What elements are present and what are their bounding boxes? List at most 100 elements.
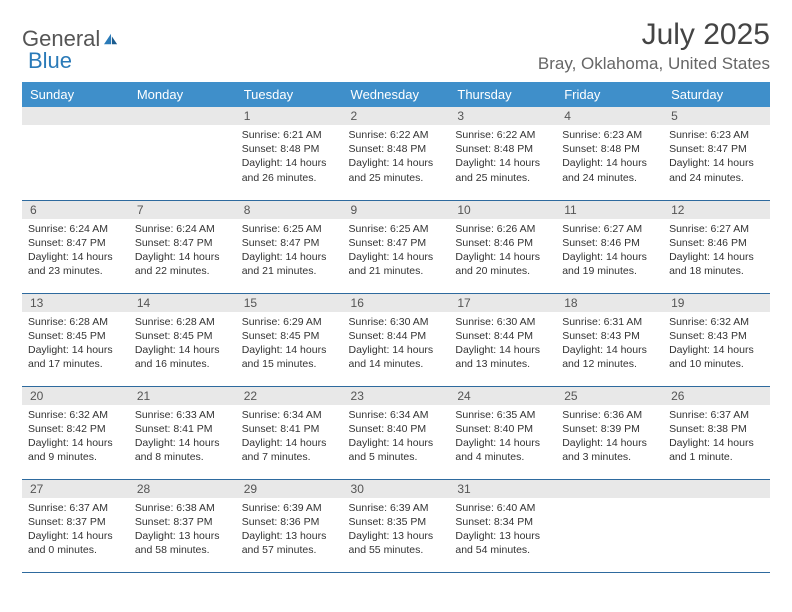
day-details: Sunrise: 6:38 AMSunset: 8:37 PMDaylight:… [129,498,236,562]
sunset-text: Sunset: 8:44 PM [349,329,444,343]
sunset-text: Sunset: 8:48 PM [562,142,657,156]
title-block: July 2025 Bray, Oklahoma, United States [538,18,770,74]
sunset-text: Sunset: 8:44 PM [455,329,550,343]
day-number: 27 [22,480,129,498]
daylight-text: Daylight: 14 hours and 4 minutes. [455,436,550,464]
daylight-text: Daylight: 14 hours and 18 minutes. [669,250,764,278]
daylight-text: Daylight: 14 hours and 13 minutes. [455,343,550,371]
calendar-cell: 26Sunrise: 6:37 AMSunset: 8:38 PMDayligh… [663,386,770,479]
calendar-cell: 9Sunrise: 6:25 AMSunset: 8:47 PMDaylight… [343,200,450,293]
daylight-text: Daylight: 14 hours and 7 minutes. [242,436,337,464]
sunrise-text: Sunrise: 6:39 AM [349,501,444,515]
sunset-text: Sunset: 8:45 PM [135,329,230,343]
daylight-text: Daylight: 14 hours and 0 minutes. [28,529,123,557]
daylight-text: Daylight: 14 hours and 12 minutes. [562,343,657,371]
calendar-cell: 31Sunrise: 6:40 AMSunset: 8:34 PMDayligh… [449,479,556,572]
calendar-cell: 3Sunrise: 6:22 AMSunset: 8:48 PMDaylight… [449,107,556,200]
daylight-text: Daylight: 13 hours and 54 minutes. [455,529,550,557]
day-details: Sunrise: 6:24 AMSunset: 8:47 PMDaylight:… [22,219,129,283]
sunrise-text: Sunrise: 6:34 AM [242,408,337,422]
sunset-text: Sunset: 8:47 PM [28,236,123,250]
calendar-cell: 19Sunrise: 6:32 AMSunset: 8:43 PMDayligh… [663,293,770,386]
sunset-text: Sunset: 8:40 PM [349,422,444,436]
day-number: 1 [236,107,343,125]
sunset-text: Sunset: 8:45 PM [242,329,337,343]
calendar-cell: 30Sunrise: 6:39 AMSunset: 8:35 PMDayligh… [343,479,450,572]
sunrise-text: Sunrise: 6:30 AM [349,315,444,329]
day-details: Sunrise: 6:40 AMSunset: 8:34 PMDaylight:… [449,498,556,562]
calendar-cell: 21Sunrise: 6:33 AMSunset: 8:41 PMDayligh… [129,386,236,479]
weekday-header-row: Sunday Monday Tuesday Wednesday Thursday… [22,82,770,107]
daylight-text: Daylight: 14 hours and 23 minutes. [28,250,123,278]
day-number: 31 [449,480,556,498]
calendar-cell: 12Sunrise: 6:27 AMSunset: 8:46 PMDayligh… [663,200,770,293]
day-number: 2 [343,107,450,125]
sunset-text: Sunset: 8:45 PM [28,329,123,343]
day-number: 22 [236,387,343,405]
sunset-text: Sunset: 8:37 PM [135,515,230,529]
calendar-cell: 7Sunrise: 6:24 AMSunset: 8:47 PMDaylight… [129,200,236,293]
calendar-cell: 13Sunrise: 6:28 AMSunset: 8:45 PMDayligh… [22,293,129,386]
sunset-text: Sunset: 8:43 PM [562,329,657,343]
calendar-cell: 16Sunrise: 6:30 AMSunset: 8:44 PMDayligh… [343,293,450,386]
sunrise-text: Sunrise: 6:36 AM [562,408,657,422]
day-details: Sunrise: 6:28 AMSunset: 8:45 PMDaylight:… [22,312,129,376]
empty-daynum [129,107,236,125]
day-details: Sunrise: 6:34 AMSunset: 8:41 PMDaylight:… [236,405,343,469]
calendar-cell: 4Sunrise: 6:23 AMSunset: 8:48 PMDaylight… [556,107,663,200]
day-number: 7 [129,201,236,219]
logo: General [22,18,122,52]
daylight-text: Daylight: 14 hours and 8 minutes. [135,436,230,464]
weekday-header: Sunday [22,82,129,107]
sunrise-text: Sunrise: 6:37 AM [669,408,764,422]
day-number: 4 [556,107,663,125]
day-number: 28 [129,480,236,498]
sunrise-text: Sunrise: 6:23 AM [669,128,764,142]
weekday-header: Saturday [663,82,770,107]
sunrise-text: Sunrise: 6:28 AM [28,315,123,329]
sunrise-text: Sunrise: 6:30 AM [455,315,550,329]
calendar-cell: 17Sunrise: 6:30 AMSunset: 8:44 PMDayligh… [449,293,556,386]
day-number: 15 [236,294,343,312]
calendar-body: 1 Sunrise: 6:21 AM Sunset: 8:48 PM Daylight… [22,107,770,572]
sunrise-text: Sunrise: 6:37 AM [28,501,123,515]
day-details: Sunrise: 6:32 AMSunset: 8:42 PMDaylight:… [22,405,129,469]
day-number: 23 [343,387,450,405]
sunset-text: Sunset: 8:47 PM [349,236,444,250]
day-details: Sunrise: 6:36 AMSunset: 8:39 PMDaylight:… [556,405,663,469]
daylight-text: Daylight: 13 hours and 58 minutes. [135,529,230,557]
day-details: Sunrise: 6:27 AMSunset: 8:46 PMDaylight:… [663,219,770,283]
sunrise-text: Sunrise: 6:22 AM [349,128,444,142]
sunrise-text: Sunrise: 6:28 AM [135,315,230,329]
day-number: 14 [129,294,236,312]
daylight-text: Daylight: 14 hours and 22 minutes. [135,250,230,278]
calendar-cell [22,107,129,200]
calendar-cell: 28Sunrise: 6:38 AMSunset: 8:37 PMDayligh… [129,479,236,572]
sunset-text: Sunset: 8:36 PM [242,515,337,529]
daylight-text: Daylight: 14 hours and 19 minutes. [562,250,657,278]
sunrise-text: Sunrise: 6:24 AM [135,222,230,236]
calendar-cell: 29Sunrise: 6:39 AMSunset: 8:36 PMDayligh… [236,479,343,572]
month-title: July 2025 [538,18,770,52]
sunrise-text: Sunrise: 6:27 AM [669,222,764,236]
day-details: Sunrise: 6:24 AMSunset: 8:47 PMDaylight:… [129,219,236,283]
sunrise-text: Sunrise: 6:38 AM [135,501,230,515]
sunrise-text: Sunrise: 6:26 AM [455,222,550,236]
sunset-text: Sunset: 8:35 PM [349,515,444,529]
sunrise-text: Sunrise: 6:33 AM [135,408,230,422]
day-details: Sunrise: 6:37 AMSunset: 8:37 PMDaylight:… [22,498,129,562]
sunrise-text: Sunrise: 6:27 AM [562,222,657,236]
day-details: Sunrise: 6:25 AMSunset: 8:47 PMDaylight:… [236,219,343,283]
daylight-text: Daylight: 13 hours and 57 minutes. [242,529,337,557]
day-number: 29 [236,480,343,498]
sunset-text: Sunset: 8:47 PM [135,236,230,250]
day-details: Sunrise: 6:29 AMSunset: 8:45 PMDaylight:… [236,312,343,376]
calendar-row: 1Sunrise: 6:21 AMSunset: 8:48 PMDaylight… [22,107,770,200]
day-details: Sunrise: 6:33 AMSunset: 8:41 PMDaylight:… [129,405,236,469]
sunrise-text: Sunrise: 6:21 AM [242,128,337,142]
daylight-text: Daylight: 14 hours and 5 minutes. [349,436,444,464]
daylight-text: Daylight: 14 hours and 10 minutes. [669,343,764,371]
sunset-text: Sunset: 8:43 PM [669,329,764,343]
day-number: 9 [343,201,450,219]
sunrise-text: Sunrise: 6:29 AM [242,315,337,329]
